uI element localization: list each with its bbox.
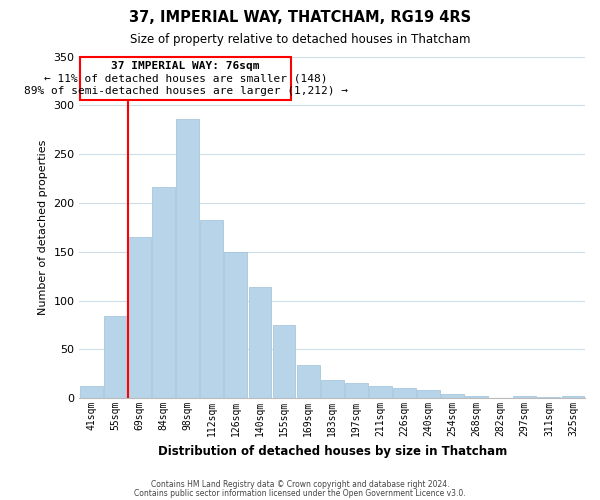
Text: Contains public sector information licensed under the Open Government Licence v3: Contains public sector information licen… <box>134 488 466 498</box>
Bar <box>465 396 488 398</box>
Bar <box>393 388 416 398</box>
Bar <box>200 220 223 398</box>
Y-axis label: Number of detached properties: Number of detached properties <box>38 140 48 315</box>
Bar <box>296 365 320 398</box>
Bar <box>224 252 247 398</box>
Bar <box>128 237 151 398</box>
Bar <box>104 316 127 398</box>
Text: 37 IMPERIAL WAY: 76sqm: 37 IMPERIAL WAY: 76sqm <box>111 62 260 72</box>
Bar <box>345 384 368 398</box>
Bar <box>562 396 584 398</box>
Text: Contains HM Land Registry data © Crown copyright and database right 2024.: Contains HM Land Registry data © Crown c… <box>151 480 449 489</box>
Bar <box>152 188 175 398</box>
Bar <box>272 325 295 398</box>
Bar <box>80 56 291 100</box>
Bar <box>369 386 392 398</box>
Bar <box>176 119 199 398</box>
Bar <box>514 396 536 398</box>
X-axis label: Distribution of detached houses by size in Thatcham: Distribution of detached houses by size … <box>158 444 507 458</box>
Text: ← 11% of detached houses are smaller (148): ← 11% of detached houses are smaller (14… <box>44 74 327 84</box>
Text: Size of property relative to detached houses in Thatcham: Size of property relative to detached ho… <box>130 32 470 46</box>
Bar <box>538 397 560 398</box>
Bar <box>321 380 344 398</box>
Bar <box>248 287 271 398</box>
Bar <box>80 386 103 398</box>
Bar <box>441 394 464 398</box>
Bar <box>417 390 440 398</box>
Text: 37, IMPERIAL WAY, THATCHAM, RG19 4RS: 37, IMPERIAL WAY, THATCHAM, RG19 4RS <box>129 10 471 25</box>
Text: 89% of semi-detached houses are larger (1,212) →: 89% of semi-detached houses are larger (… <box>23 86 347 97</box>
